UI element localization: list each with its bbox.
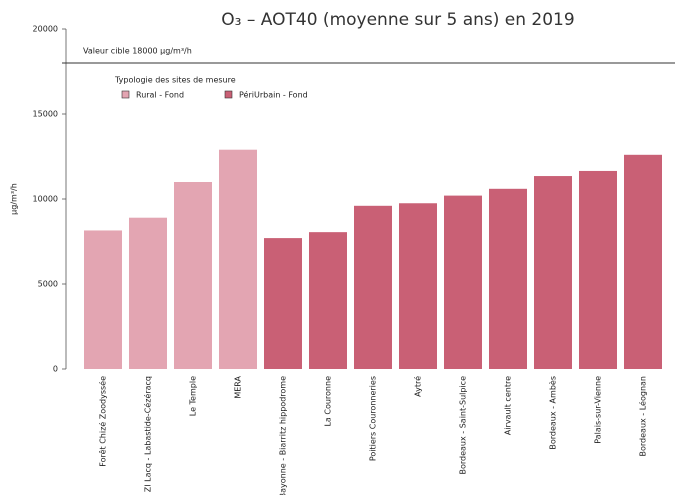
bar	[354, 205, 392, 369]
x-tick-label: Bordeaux - Ambès	[548, 376, 558, 450]
legend-swatch	[121, 90, 130, 99]
y-tick-label: 0	[53, 365, 58, 374]
bar	[444, 195, 482, 369]
bar	[489, 188, 527, 369]
bar	[129, 217, 167, 369]
y-axis-label: µg/m³/h	[10, 183, 19, 215]
bar	[309, 232, 347, 369]
y-tick-label: 15000	[33, 110, 58, 119]
bar	[219, 149, 257, 369]
y-tick-label: 20000	[33, 25, 58, 34]
x-tick-label: MERA	[234, 375, 243, 398]
x-tick-label: Le Temple	[189, 376, 198, 416]
y-tick-label: 5000	[38, 280, 58, 289]
bar	[624, 154, 662, 369]
x-tick-label: Poitiers Couronneries	[369, 376, 378, 461]
reference-label: Valeur cible 18000 µg/m³/h	[83, 47, 192, 56]
bar	[399, 203, 437, 369]
legend-title: Typologie des sites de mesure	[114, 76, 236, 85]
legend-label: PériUrbain - Fond	[239, 90, 308, 100]
bar	[534, 176, 572, 369]
bar	[174, 182, 212, 369]
legend-swatch	[224, 90, 233, 99]
x-tick-label: Forêt Chizé Zoodyssée	[98, 376, 108, 467]
bar	[264, 238, 302, 369]
x-tick-label: Bordeaux - Saint-Sulpice	[459, 376, 468, 475]
x-tick-label: ZI Lacq - Labastide-Cézéracq	[143, 376, 153, 492]
y-tick-label: 10000	[33, 195, 58, 204]
chart-title: O₃ – AOT40 (moyenne sur 5 ans) en 2019	[221, 10, 574, 30]
x-tick-label: Bayonne - Biarritz hippodrome	[279, 376, 288, 495]
legend-label: Rural - Fond	[136, 91, 184, 100]
bar	[84, 230, 122, 369]
bar	[579, 170, 617, 369]
x-tick-label: La Couronne	[324, 376, 333, 427]
x-tick-label: Palais-sur-Vienne	[594, 376, 603, 444]
x-tick-label: Airvault centre	[504, 376, 513, 435]
x-tick-label: Bordeaux - Léognan	[638, 376, 648, 456]
x-tick-label: Aytré	[413, 376, 423, 397]
